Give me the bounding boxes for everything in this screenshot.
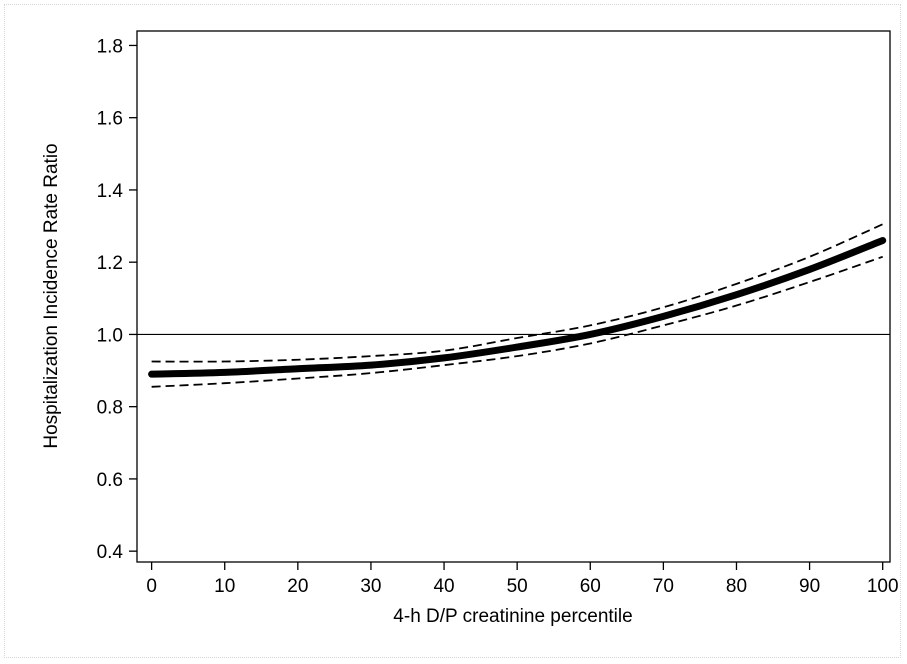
x-axis-title: 4-h D/P creatinine percentile xyxy=(393,606,632,627)
y-tick-label: 0.6 xyxy=(97,470,123,491)
x-tick-label: 60 xyxy=(580,576,601,597)
x-axis: 0 10 20 30 40 50 60 70 80 90 100 xyxy=(146,562,899,597)
x-tick-label: 70 xyxy=(653,576,674,597)
upper-ci-line xyxy=(151,223,884,363)
figure-frame xyxy=(4,4,901,658)
x-tick-label: 80 xyxy=(726,576,747,597)
y-tick-label: 1.8 xyxy=(97,36,123,57)
y-tick-label: 1.6 xyxy=(97,109,123,130)
x-tick-label: 40 xyxy=(433,576,454,597)
x-tick-label: 50 xyxy=(507,576,528,597)
lower-ci-line xyxy=(151,255,883,388)
estimate-line xyxy=(148,237,887,378)
series-layer xyxy=(148,223,887,388)
y-tick-label: 0.8 xyxy=(97,398,123,419)
y-tick-label: 1.0 xyxy=(97,325,123,346)
x-tick-label: 30 xyxy=(360,576,381,597)
x-tick-label: 20 xyxy=(287,576,308,597)
y-tick-label: 1.4 xyxy=(97,181,124,202)
x-tick-label: 90 xyxy=(799,576,820,597)
x-tick-label: 0 xyxy=(146,576,157,597)
plot-area xyxy=(136,30,891,563)
y-tick-label: 1.2 xyxy=(97,253,123,274)
y-axis-title: Hospitalization Incidence Rate Ratio xyxy=(41,143,62,448)
y-axis: 0.4 0.6 0.8 1.0 1.2 1.4 1.6 1.8 xyxy=(97,36,137,563)
y-tick-label: 0.4 xyxy=(97,542,124,563)
x-tick-label: 100 xyxy=(867,576,899,597)
x-tick-label: 10 xyxy=(214,576,235,597)
